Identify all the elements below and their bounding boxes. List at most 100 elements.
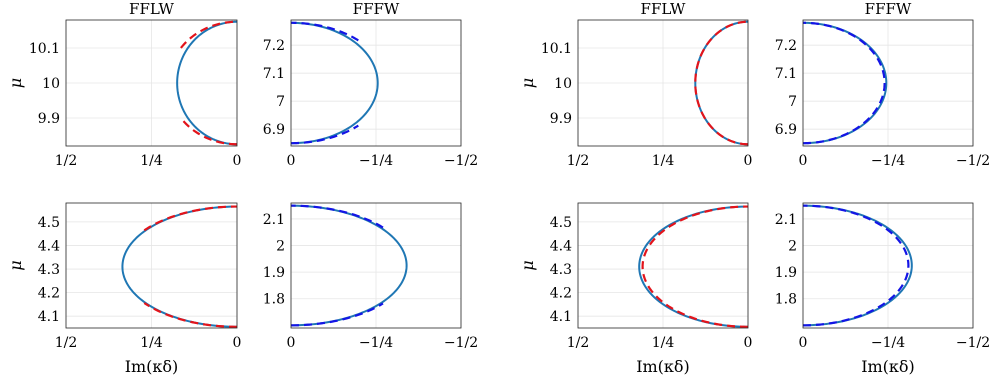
series-2-segment-2	[290, 204, 384, 229]
y-tick-label: 7.2	[775, 38, 797, 54]
y-tick-label: 4.5	[550, 215, 572, 231]
x-tick-label: 1/4	[140, 335, 163, 351]
y-tick-label: 7	[276, 94, 285, 110]
y-tick-label: 1.8	[775, 292, 797, 308]
series-1-segment-1	[121, 205, 238, 328]
x-tick-label: 0	[799, 335, 808, 351]
series-1-segment-1	[802, 204, 913, 327]
y-tick-label: 4.3	[550, 262, 572, 278]
series-2-segment-1	[290, 124, 359, 145]
axes-frame	[65, 202, 238, 329]
y-tick-label: 7.1	[263, 66, 285, 82]
x-tick-label: 0	[799, 153, 808, 169]
axes-frame	[802, 19, 974, 147]
axes-frame	[65, 19, 238, 147]
axes-frame	[802, 202, 974, 329]
subplot-title: FFLW	[641, 0, 686, 18]
x-tick-label: 0	[287, 335, 296, 351]
subplot-8: 0 −1/4 −1/2 1.8 1.9 2 2.1 Im(κδ)	[775, 202, 990, 376]
y-axis-label: μ	[6, 260, 25, 270]
series-1-segment-1	[638, 205, 749, 328]
y-tick-label: 4.2	[38, 286, 60, 302]
y-tick-label: 10.1	[29, 41, 60, 57]
series-2-segment-1	[143, 302, 238, 328]
y-tick-label: 2.1	[775, 212, 797, 228]
y-tick-label: 4.4	[550, 238, 572, 254]
series-2-segment-2	[290, 21, 359, 42]
y-tick-label: 7	[788, 94, 797, 110]
subplot-1: 1/2 1/4 0 9.9 10 10.1 FFLW μ	[6, 0, 241, 169]
x-tick-label: 1/4	[140, 153, 163, 169]
x-tick-label: 1/2	[55, 335, 78, 351]
x-axis-label: Im(κδ)	[636, 357, 690, 376]
y-tick-label: 10.1	[541, 41, 572, 57]
subplot-title: FFLW	[129, 0, 174, 18]
y-tick-label: 4.5	[38, 215, 60, 231]
x-tick-label: −1/4	[359, 335, 393, 351]
y-tick-label: 2.1	[263, 212, 285, 228]
series-1-segment-1	[290, 204, 408, 327]
series-1-segment-1	[290, 21, 379, 145]
x-tick-label: −1/4	[871, 335, 905, 351]
y-tick-label: 4.1	[38, 309, 60, 325]
series-2-segment-1	[290, 302, 384, 327]
series-2-segment-1	[180, 117, 238, 146]
series-1-segment-1	[802, 21, 888, 145]
x-tick-label: 0	[233, 153, 242, 169]
x-tick-label: 1/2	[55, 153, 78, 169]
y-tick-label: 2	[276, 239, 285, 255]
x-axis-label: Im(κδ)	[125, 357, 179, 376]
axes-frame	[290, 19, 462, 147]
y-axis-label: μ	[6, 78, 25, 88]
y-tick-label: 9.9	[550, 111, 572, 127]
series-2-segment-1	[802, 204, 910, 327]
subplot-5: 1/2 1/4 0 4.1 4.2 4.3 4.4 4.5 μ Im(κδ)	[6, 202, 242, 376]
x-tick-label: −1/2	[444, 153, 478, 169]
y-tick-label: 6.9	[263, 122, 285, 138]
x-tick-label: 1/2	[567, 335, 590, 351]
y-tick-label: 4.1	[550, 309, 572, 325]
series-2-segment-1	[802, 21, 886, 145]
x-tick-label: 1/4	[652, 153, 675, 169]
y-tick-label: 7.1	[775, 66, 797, 82]
y-tick-label: 9.9	[38, 111, 60, 127]
x-tick-label: 0	[744, 335, 753, 351]
x-tick-label: 0	[744, 153, 753, 169]
y-axis-label: μ	[518, 78, 537, 88]
subplot-3: 1/2 1/4 0 9.9 10 10.1 FFLW μ	[518, 0, 752, 169]
subplot-7: 1/2 1/4 0 4.1 4.2 4.3 4.4 4.5 μ Im(κδ)	[518, 202, 753, 376]
series-2-segment-2	[143, 205, 238, 232]
x-tick-label: −1/2	[956, 153, 990, 169]
y-tick-label: 6.9	[775, 122, 797, 138]
axes-frame	[290, 202, 462, 329]
x-tick-label: 0	[233, 335, 242, 351]
x-tick-label: 0	[287, 153, 296, 169]
subplot-2: 0 −1/4 −1/2 6.9 7 7.1 7.2 FFFW	[263, 0, 478, 169]
subplot-title: FFFW	[865, 0, 912, 18]
x-tick-label: −1/2	[956, 335, 990, 351]
y-tick-label: 7.2	[263, 38, 285, 54]
series-2-segment-1	[641, 205, 749, 328]
x-tick-label: 1/4	[652, 335, 675, 351]
series-1-segment-1	[176, 20, 238, 146]
y-tick-label: 2	[788, 239, 797, 255]
x-tick-label: −1/4	[871, 153, 905, 169]
y-tick-label: 10	[554, 76, 572, 92]
y-tick-label: 1.9	[775, 265, 797, 281]
subplot-title: FFFW	[353, 0, 400, 18]
subplot-4: 0 −1/4 −1/2 6.9 7 7.1 7.2 FFFW	[775, 0, 990, 169]
y-tick-label: 4.4	[38, 238, 60, 254]
subplot-6: 0 −1/4 −1/2 1.8 1.9 2 2.1	[263, 202, 478, 351]
y-tick-label: 1.8	[263, 292, 285, 308]
y-tick-label: 4.3	[38, 262, 60, 278]
x-tick-label: 1/2	[567, 153, 590, 169]
series-2-segment-2	[180, 20, 238, 49]
y-tick-label: 4.2	[550, 286, 572, 302]
series-2-segment-1	[694, 20, 749, 146]
x-axis-label: Im(κδ)	[861, 357, 915, 376]
axes-frame	[577, 202, 749, 329]
y-tick-label: 10	[42, 76, 60, 92]
y-axis-label: μ	[518, 260, 537, 270]
x-tick-label: −1/4	[359, 153, 393, 169]
